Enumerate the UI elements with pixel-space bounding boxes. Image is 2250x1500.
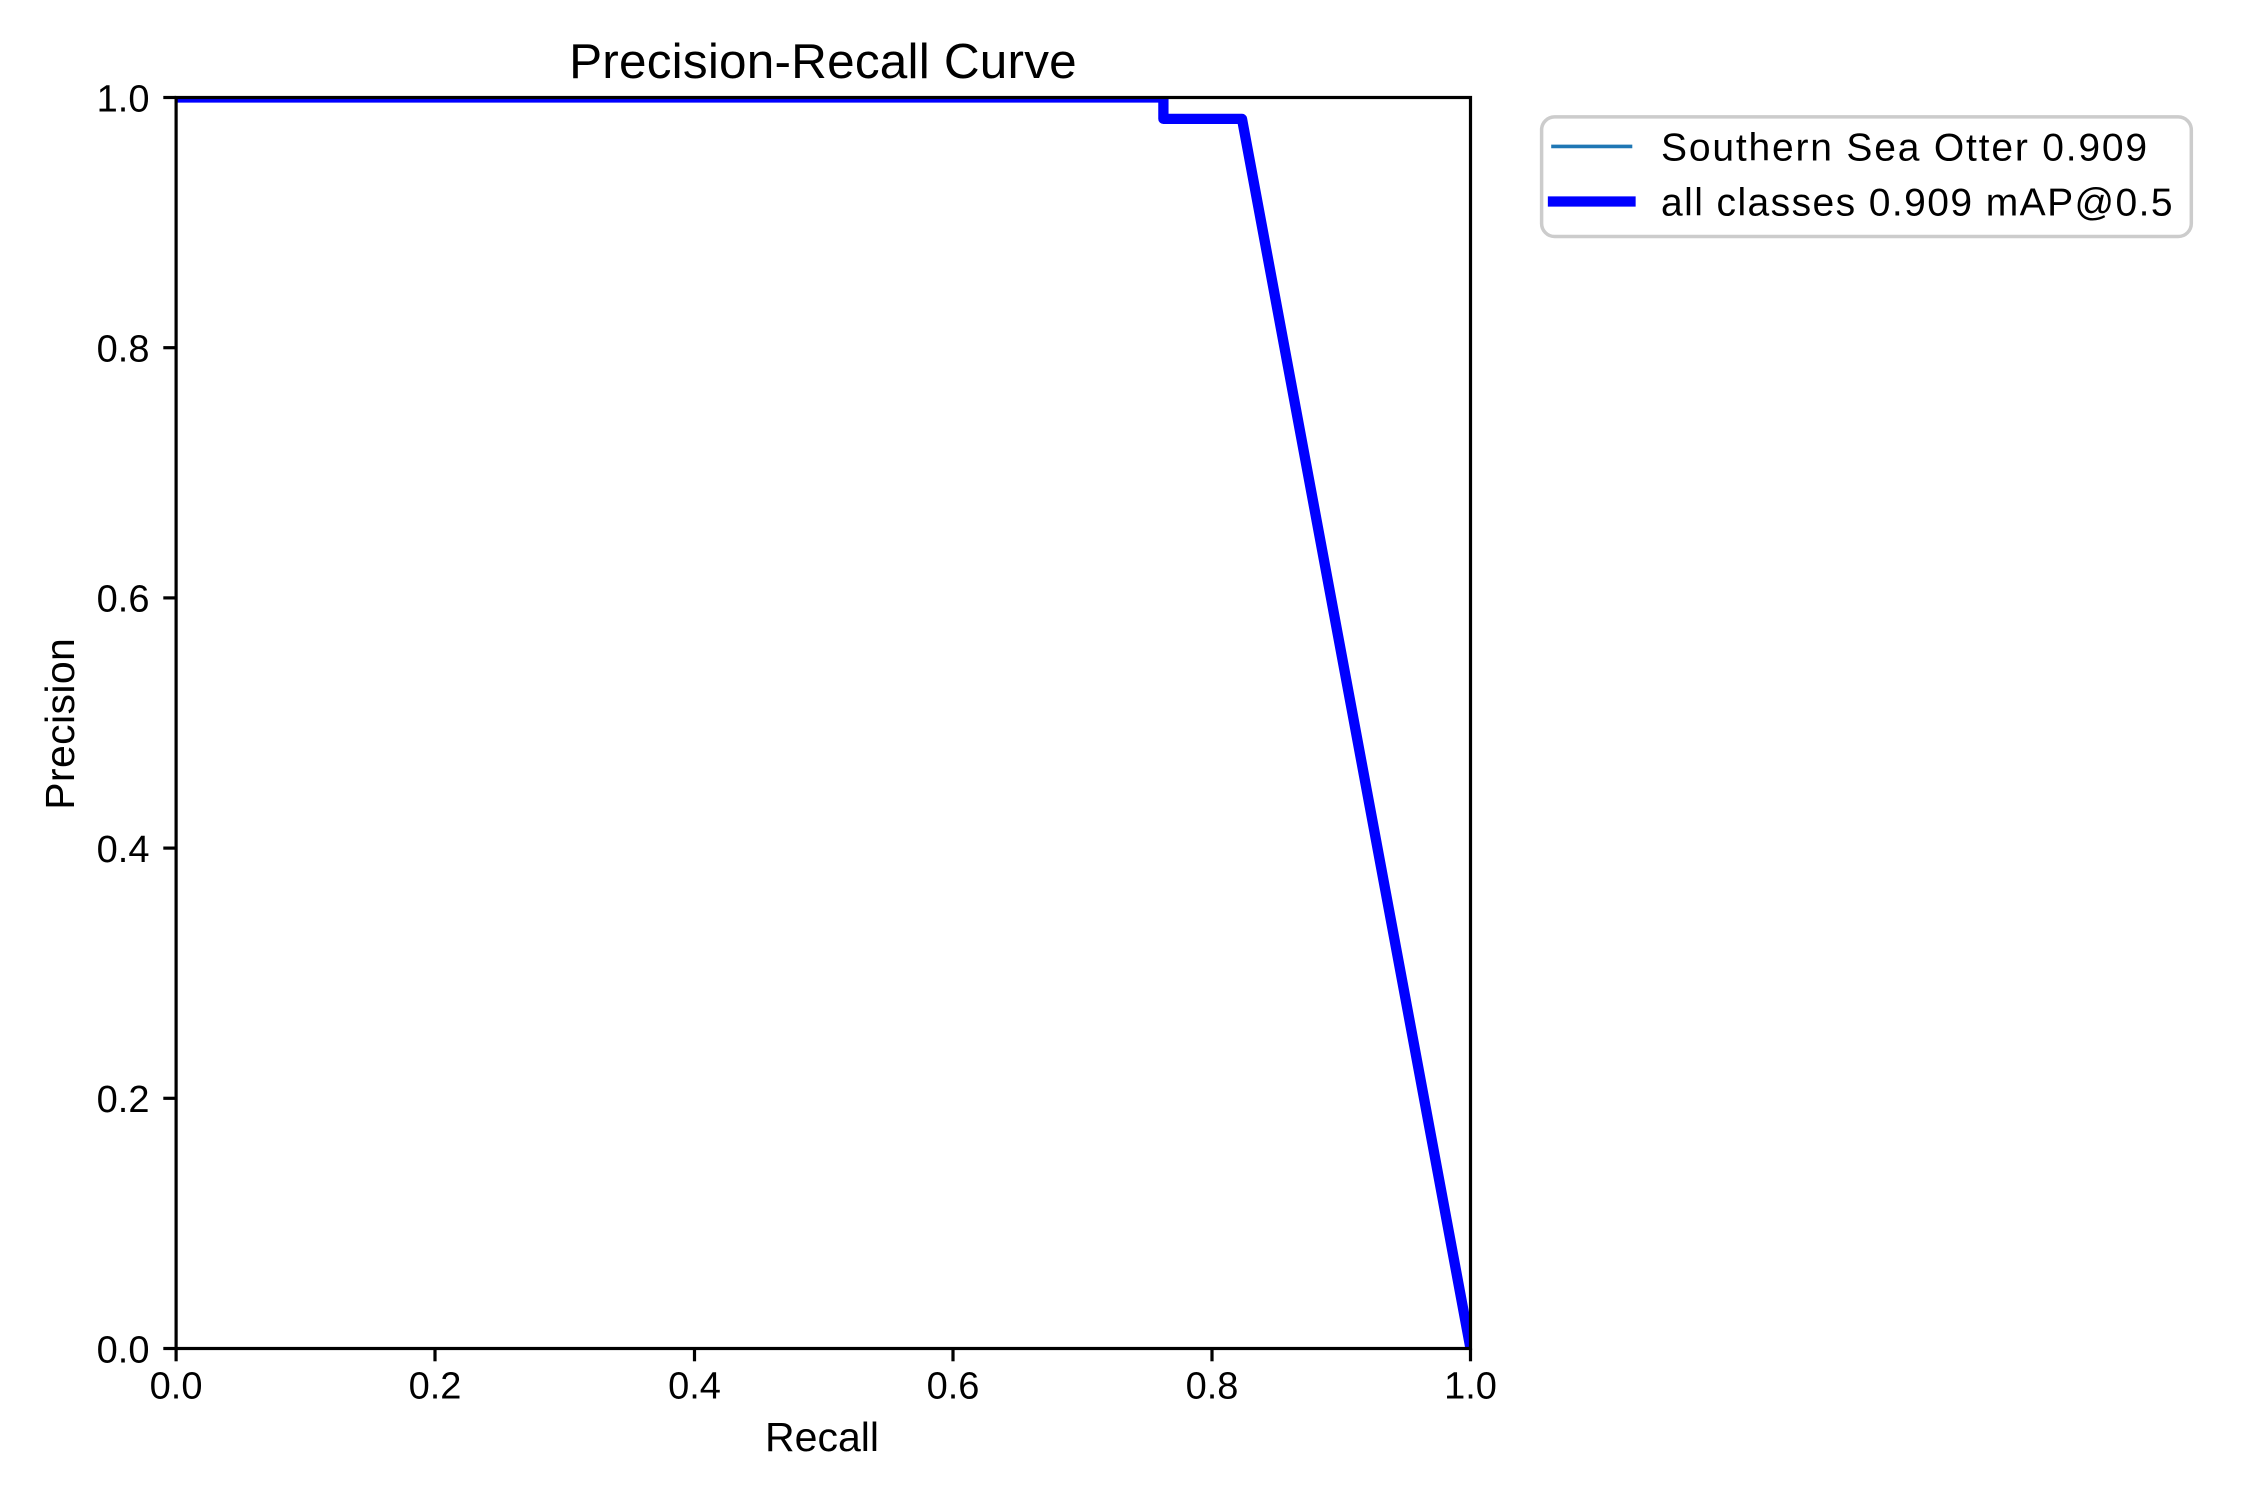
- svg-text:Precision: Precision: [37, 638, 83, 810]
- svg-text:0.4: 0.4: [97, 829, 150, 871]
- svg-text:Recall: Recall: [765, 1414, 879, 1460]
- svg-text:Southern Sea Otter 0.909: Southern Sea Otter 0.909: [1661, 127, 2149, 170]
- svg-text:0.6: 0.6: [97, 579, 150, 621]
- svg-text:0.0: 0.0: [150, 1366, 203, 1408]
- svg-text:0.8: 0.8: [1186, 1366, 1239, 1408]
- svg-text:0.4: 0.4: [668, 1366, 721, 1408]
- svg-text:Precision-Recall Curve: Precision-Recall Curve: [569, 34, 1077, 89]
- svg-text:0.2: 0.2: [97, 1079, 150, 1121]
- svg-text:1.0: 1.0: [97, 78, 150, 120]
- svg-text:1.0: 1.0: [1444, 1366, 1497, 1408]
- svg-text:0.8: 0.8: [97, 329, 150, 371]
- svg-text:0.6: 0.6: [927, 1366, 980, 1408]
- svg-text:0.0: 0.0: [97, 1329, 150, 1371]
- svg-text:all classes 0.909 mAP@0.5: all classes 0.909 mAP@0.5: [1661, 182, 2174, 225]
- svg-text:0.2: 0.2: [409, 1366, 462, 1408]
